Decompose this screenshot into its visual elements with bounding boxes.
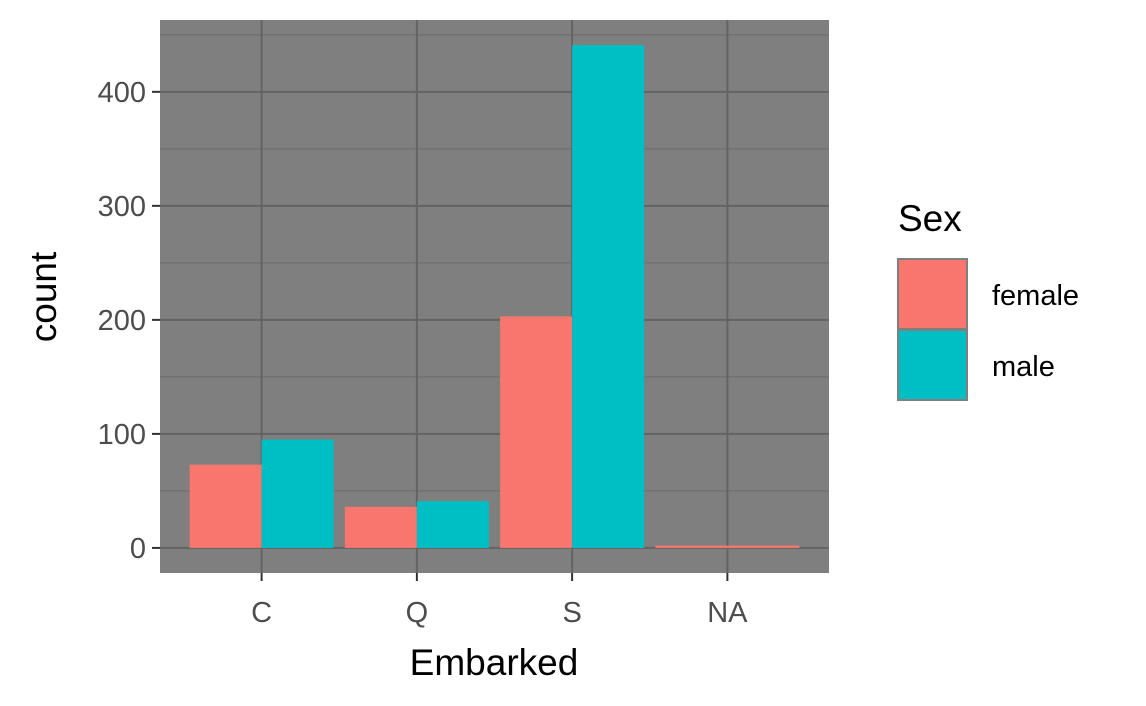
bars (189, 45, 800, 548)
legend-key-male (897, 329, 968, 401)
bar-female-Q (344, 506, 417, 548)
legend: Sex female male (897, 198, 1079, 401)
bar-female-S (500, 316, 573, 548)
y-tick-label: 100 (98, 419, 146, 451)
y-tick-label: 400 (98, 77, 146, 109)
x-axis-title: Embarked (410, 642, 579, 683)
legend-title: Sex (898, 198, 962, 239)
bar-male-S (572, 45, 645, 548)
bar-female-NA (655, 545, 800, 548)
x-tick-label: Q (406, 597, 429, 629)
x-tick-label: NA (707, 597, 748, 629)
legend-label-female: female (992, 280, 1079, 312)
legend-label-male: male (992, 351, 1055, 383)
bar-female-C (189, 464, 262, 548)
x-tick-label: C (251, 597, 272, 629)
y-tick-label: 0 (130, 533, 146, 565)
y-axis-title: count (23, 251, 64, 342)
y-tick-label: 300 (98, 191, 146, 223)
y-tick-label: 200 (98, 305, 146, 337)
x-tick-label: S (562, 597, 581, 629)
legend-key-female (897, 258, 968, 330)
x-axis: C Q S NA (251, 573, 748, 629)
y-axis: 0 100 200 300 400 (98, 77, 160, 565)
bar-male-C (261, 439, 334, 548)
bar-male-Q (416, 501, 489, 548)
